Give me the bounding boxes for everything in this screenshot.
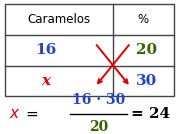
Text: 20: 20 <box>136 43 157 57</box>
Text: x: x <box>42 74 51 88</box>
Text: 30: 30 <box>136 74 157 88</box>
Text: = 24: = 24 <box>131 107 170 121</box>
Text: $x$: $x$ <box>9 107 21 121</box>
Text: 20: 20 <box>89 120 108 134</box>
Bar <box>5 4 174 96</box>
Text: %: % <box>138 13 149 26</box>
Text: 16 · 30: 16 · 30 <box>72 94 125 107</box>
Text: 16: 16 <box>36 43 57 57</box>
Text: Caramelos: Caramelos <box>28 13 91 26</box>
Text: =: = <box>25 106 38 121</box>
